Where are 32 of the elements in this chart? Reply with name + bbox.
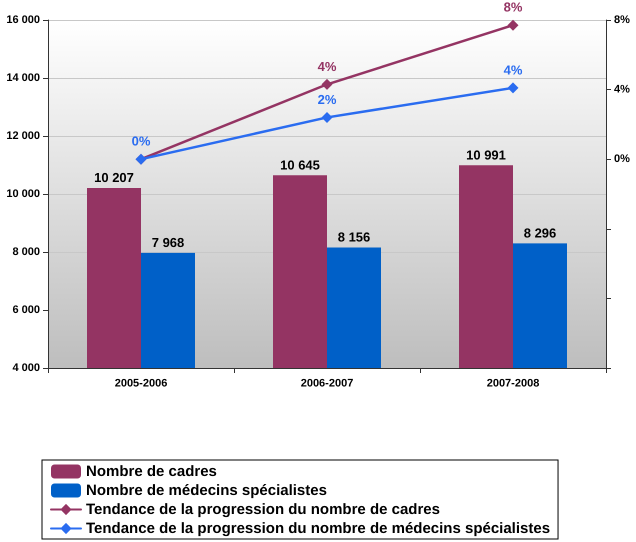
data-label: 8 156 bbox=[338, 229, 370, 244]
data-label: 10 645 bbox=[280, 157, 320, 172]
x-tick-label: 2005-2006 bbox=[114, 378, 168, 390]
data-label: 7 968 bbox=[152, 234, 184, 250]
y-tick-label: 6 000 bbox=[12, 304, 40, 316]
y-tick-label: 16 000 bbox=[6, 14, 40, 26]
data-label: 10 207 bbox=[94, 170, 134, 185]
data-label: 2% bbox=[318, 92, 337, 107]
data-label: 4% bbox=[318, 58, 337, 74]
legend-label: Tendance de la progression du nombre de médecins spécialistes bbox=[86, 520, 550, 537]
data-label: 10 991 bbox=[466, 147, 506, 162]
y-tick-label: 8 000 bbox=[12, 246, 40, 258]
y-tick-label: 4 000 bbox=[12, 362, 40, 374]
data-label: 8% bbox=[504, 0, 523, 15]
legend-label: Nombre de cadres bbox=[86, 463, 217, 480]
point bbox=[508, 82, 518, 94]
legend-label: Nombre de médecins spécialistes bbox=[86, 482, 327, 499]
legend-label: Tendance de la progression du nombre de cadres bbox=[86, 501, 440, 518]
x-tick-label: 2007-2008 bbox=[486, 378, 540, 390]
y-tick-label: 10 000 bbox=[6, 188, 40, 200]
y2-tick-label: 0% bbox=[614, 153, 630, 166]
x-tick-label: 2006-2007 bbox=[300, 378, 354, 390]
data-label: 8 296 bbox=[524, 225, 556, 240]
data-label: 4% bbox=[504, 62, 523, 78]
point bbox=[322, 78, 332, 90]
data-label: 0% bbox=[132, 134, 151, 149]
y-tick-label: 12 000 bbox=[6, 130, 40, 142]
y2-tick-label: 4% bbox=[614, 84, 630, 96]
y2-tick-label: 8% bbox=[614, 14, 630, 26]
point bbox=[508, 20, 518, 31]
y-tick-label: 14 000 bbox=[6, 72, 40, 84]
point bbox=[322, 112, 332, 123]
